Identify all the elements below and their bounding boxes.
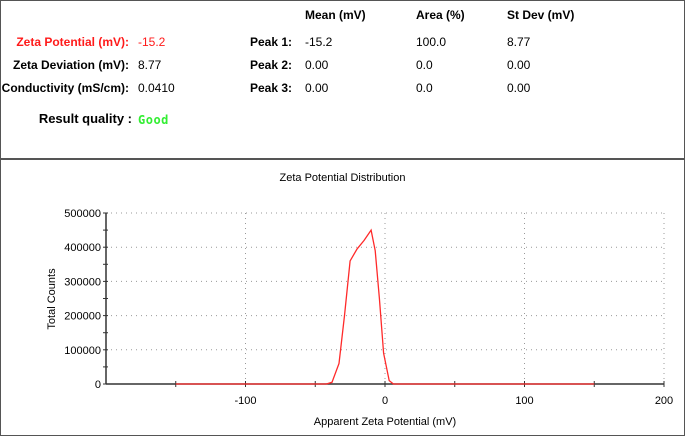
svg-text:-100: -100 <box>234 395 256 407</box>
peak-2-mean: 0.00 <box>305 58 329 72</box>
peak-1-label: Peak 1: <box>250 35 293 49</box>
svg-text:300000: 300000 <box>64 276 101 288</box>
svg-text:200: 200 <box>655 395 673 407</box>
results-summary-panel: Zeta Potential (mV): -15.2 Zeta Deviatio… <box>1 1 684 158</box>
peak-2-stdev: 0.00 <box>507 58 531 72</box>
header-mean: Mean (mV) <box>305 8 366 22</box>
x-axis-label: Apparent Zeta Potential (mV) <box>314 416 456 428</box>
header-area: Area (%) <box>416 8 465 22</box>
zeta-deviation-label: Zeta Deviation (mV): <box>12 58 129 72</box>
zeta-potential-label: Zeta Potential (mV): <box>16 35 129 49</box>
svg-text:100000: 100000 <box>64 345 101 357</box>
peak-2-label: Peak 2: <box>250 58 293 72</box>
peak-1-stdev: 8.77 <box>507 35 531 49</box>
chart-grid <box>106 212 665 384</box>
peak-3-area: 0.0 <box>416 81 433 95</box>
svg-text:100: 100 <box>515 395 533 407</box>
conductivity-label: Conductivity (mS/cm): <box>1 81 129 95</box>
result-quality-label: Result quality : <box>38 111 132 126</box>
chart-axes <box>103 212 665 387</box>
svg-text:0: 0 <box>382 395 388 407</box>
y-axis-label: Total Counts <box>46 268 58 330</box>
tick-labels: 0 100000 200000 300000 400000 500000 -100 0 100 2… <box>64 208 673 407</box>
peak-3-stdev: 0.00 <box>507 81 531 95</box>
peak-2-area: 0.0 <box>416 58 433 72</box>
header-stdev: St Dev (mV) <box>507 8 575 22</box>
svg-text:400000: 400000 <box>64 242 101 254</box>
svg-text:200000: 200000 <box>64 311 101 323</box>
conductivity-value: 0.0410 <box>138 81 175 95</box>
peak-3-mean: 0.00 <box>305 81 329 95</box>
panel-divider <box>0 158 685 160</box>
result-quality-value: Good <box>138 113 169 127</box>
distribution-line <box>175 228 595 385</box>
peak-3-label: Peak 3: <box>250 81 293 95</box>
svg-text:0: 0 <box>95 379 101 391</box>
svg-text:500000: 500000 <box>64 208 101 220</box>
zeta-deviation-value: 8.77 <box>138 58 162 72</box>
peak-1-mean: -15.2 <box>305 35 333 49</box>
chart-title: Zeta Potential Distribution <box>279 172 406 184</box>
peak-1-area: 100.0 <box>416 35 447 49</box>
zeta-potential-value: -15.2 <box>138 35 166 49</box>
